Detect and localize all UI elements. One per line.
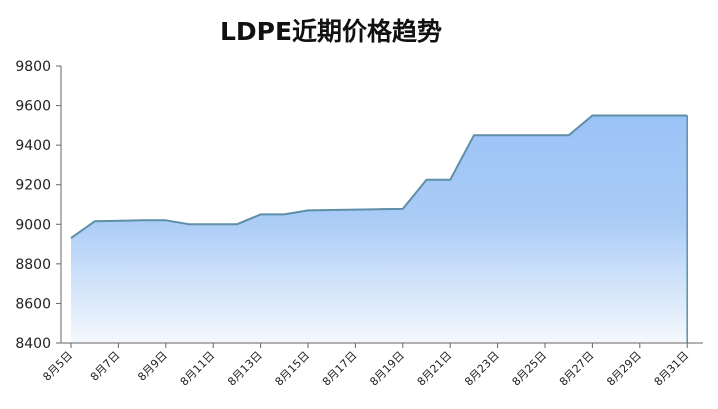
x-tick-label: 8月27日 [557,349,597,389]
chart-title: LDPE近期价格趋势 [220,17,442,46]
y-tick-label: 9800 [15,59,51,75]
x-tick-label: 8月21日 [415,349,455,389]
x-axis-ticks: 8月5日 8月7日 8月9日 8月11日 8月13日 8月15日 8月17日 8月19日 8月2… [40,343,691,389]
y-tick-label: 8400 [15,336,51,352]
x-tick-label: 8月11日 [178,349,218,389]
x-tick-label: 8月29日 [604,349,644,389]
x-tick-label: 8月7日 [88,349,123,384]
x-tick-label: 8月15日 [273,349,313,389]
x-tick-label: 8月23日 [462,349,502,389]
area-fill [71,115,688,343]
x-tick-label: 8月17日 [320,349,360,389]
x-tick-label: 8月19日 [367,349,407,389]
axes [60,66,703,344]
x-tick-label: 8月9日 [135,349,170,384]
x-tick-label: 8月5日 [40,349,75,384]
x-tick-label: 8月31日 [652,349,692,389]
y-axis-ticks: 8400 8600 8800 9000 9200 9400 9600 9800 [15,59,61,352]
y-tick-label: 9600 [15,99,51,115]
series-line [70,114,688,239]
plot-area [70,114,688,343]
y-tick-label: 9400 [15,138,51,154]
x-tick-label: 8月25日 [510,349,550,389]
y-tick-label: 9000 [15,217,51,233]
y-tick-label: 8600 [15,296,51,312]
y-tick-label: 9200 [15,178,51,194]
y-tick-label: 8800 [15,257,51,273]
x-tick-label: 8月13日 [225,349,265,389]
